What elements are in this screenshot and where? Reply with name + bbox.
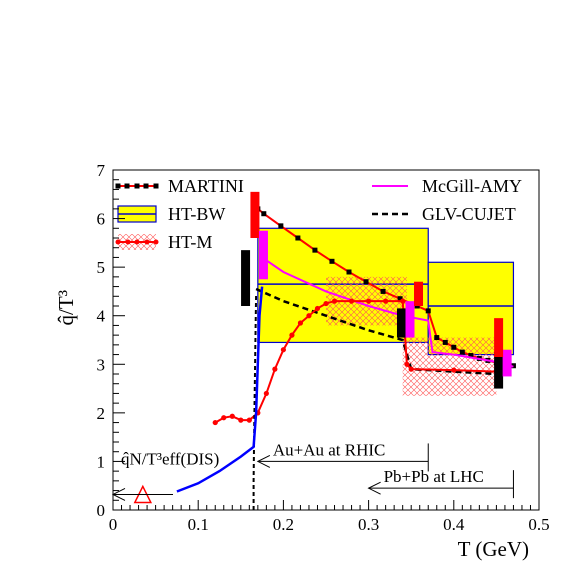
y-tick-label: 1: [97, 452, 106, 471]
htm-point-21: [451, 367, 457, 373]
martini-point-7: [363, 279, 369, 285]
legend-symbol-marker-4: [153, 183, 159, 189]
htm-point-19: [404, 361, 410, 367]
y-tick-label: 2: [97, 404, 106, 423]
htm-point-8: [280, 347, 286, 353]
y-tick-label: 6: [97, 210, 106, 229]
legend-entry-3: GLV-CUJET: [372, 204, 516, 224]
box-3: [402, 337, 497, 396]
htm-point-10: [297, 320, 304, 326]
dis-label: q̂N/T³eff(DIS): [121, 449, 219, 468]
legend-label: GLV-CUJET: [422, 204, 516, 224]
annotation-label-1: Pb+Pb at LHC: [384, 467, 484, 486]
y-tick-label: 3: [97, 355, 106, 374]
x-tick-label: 0.2: [273, 515, 294, 534]
y-axis-label: q̂/T³: [54, 290, 78, 325]
uncertainty-bar-1: [250, 191, 260, 238]
legend-symbol-marker-0: [115, 239, 121, 245]
htm-point-13: [323, 300, 329, 307]
series-line-5: [176, 286, 264, 493]
y-tick-label: 7: [97, 161, 106, 180]
x-tick-label: 0.5: [528, 515, 549, 534]
htm-point-1: [221, 415, 227, 421]
htm-point-18: [400, 298, 406, 304]
htm-point-2: [229, 413, 235, 419]
legend-symbol-marker-4: [153, 239, 159, 245]
uncertainty-bar-3: [396, 308, 406, 338]
legend-label: HT-M: [168, 232, 212, 252]
uncertainty-bar-2: [258, 230, 268, 280]
htm-point-16: [366, 298, 372, 304]
x-tick-label: 0.3: [358, 515, 379, 534]
htm-point-14: [331, 298, 338, 304]
martini-point-11: [425, 308, 431, 314]
martini-point-9: [397, 296, 403, 302]
htm-point-0: [212, 419, 218, 426]
martini-point-2: [278, 223, 284, 229]
martini-point-15: [459, 349, 465, 355]
htm-point-11: [306, 313, 312, 319]
legend-label: HT-BW: [168, 204, 225, 224]
legend-entry-4: HT-M: [115, 232, 212, 252]
martini-point-8: [380, 288, 386, 294]
legend-label: MARTINI: [168, 176, 244, 196]
x-tick-label: 0.1: [188, 515, 209, 534]
uncertainty-bar-0: [241, 250, 251, 306]
series-line-1: [261, 256, 514, 368]
martini-point-3: [295, 235, 301, 241]
htm-point-20: [408, 366, 414, 372]
martini-point-5: [329, 258, 335, 264]
uncertainty-bar-4: [405, 301, 415, 338]
martini-point-6: [346, 269, 352, 275]
martini-point-1: [261, 211, 267, 217]
annotation-label-0: Au+Au at RHIC: [273, 440, 386, 459]
x-axis-label: T (GeV): [458, 537, 529, 561]
y-tick-label: 0: [97, 501, 106, 520]
martini-point-4: [312, 247, 318, 253]
legend-symbol-marker-3: [144, 239, 150, 245]
martini-point-14: [451, 344, 457, 350]
martini-point-13: [442, 339, 448, 345]
x-tick-label: 0.4: [443, 515, 465, 534]
x-tick-label: 0: [109, 515, 118, 534]
legend-symbol-marker-3: [143, 183, 149, 189]
y-tick-label: 5: [97, 258, 106, 277]
annotation-arrowhead-0: [256, 454, 271, 468]
htm-point-3: [238, 417, 244, 423]
htm-point-15: [348, 298, 355, 304]
htm-point-12: [314, 305, 321, 312]
htm-point-4: [246, 417, 252, 423]
htm-point-7: [272, 366, 278, 372]
martini-point-16: [468, 353, 474, 359]
htm-point-9: [289, 332, 295, 338]
legend-symbol-marker-2: [134, 239, 140, 245]
uncertainty-bar-7: [502, 349, 512, 377]
legend-label: McGill-AMY: [422, 176, 522, 196]
uncertainty-bar-5: [414, 281, 424, 306]
y-tick-label: 4: [97, 307, 106, 326]
htm-point-6: [263, 390, 269, 397]
legend-entry-1: McGill-AMY: [372, 176, 522, 196]
uncertainty-bar-6: [494, 352, 504, 389]
legend-symbol-marker-2: [134, 183, 140, 189]
annotation-arrowhead-1: [367, 481, 381, 495]
legend-symbol-marker-1: [124, 183, 130, 189]
legend-entry-2: HT-BW: [117, 204, 225, 224]
legend-symbol-marker-1: [125, 239, 131, 245]
legend-symbol-marker-0: [115, 183, 121, 189]
legend-entry-0: MARTINI: [115, 176, 244, 196]
series-line-4: [252, 293, 258, 510]
martini-point-12: [434, 335, 440, 341]
uncertainty-bar-8: [494, 318, 504, 357]
htm-point-17: [383, 298, 389, 304]
series-line-2: [255, 287, 514, 376]
